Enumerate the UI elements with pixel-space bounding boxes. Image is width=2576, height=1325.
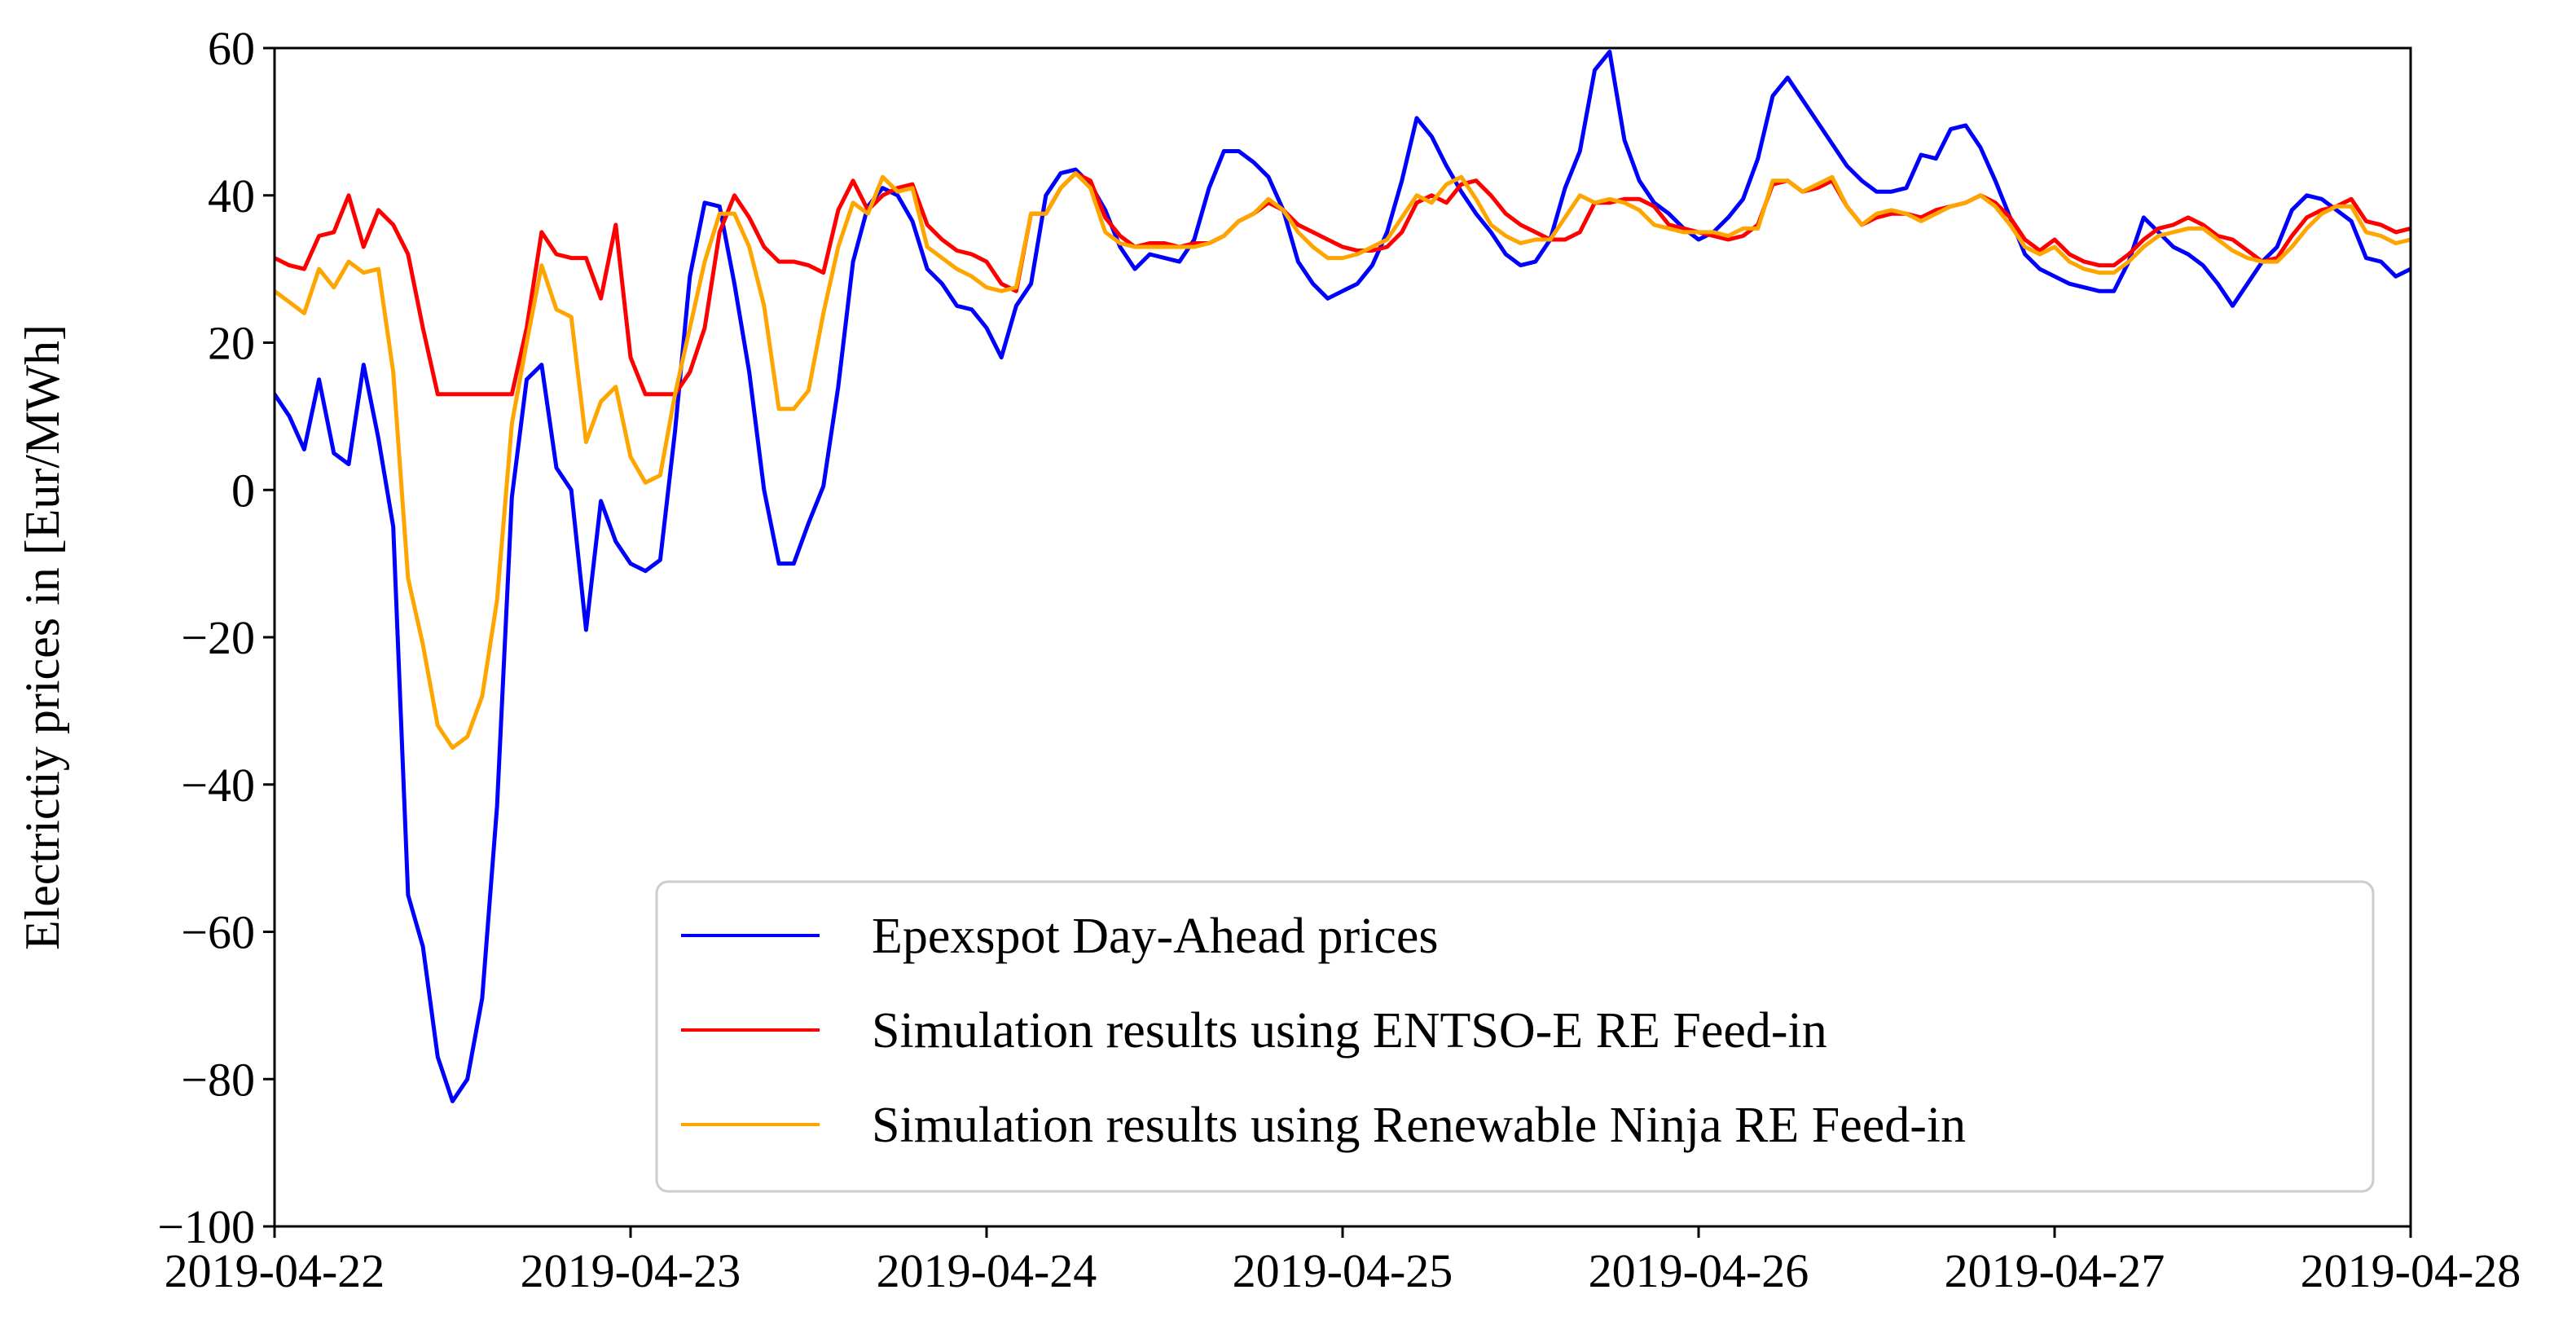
x-tick-label: 2019-04-28 [2301, 1244, 2521, 1297]
y-tick-label: 0 [231, 464, 255, 517]
y-tick-label: −40 [181, 759, 255, 812]
x-tick-label: 2019-04-22 [165, 1244, 385, 1297]
series-line-2 [275, 171, 2411, 397]
x-tick-label: 2019-04-27 [1945, 1244, 2165, 1297]
x-tick-label: 2019-04-23 [521, 1244, 741, 1297]
y-axis: 60 40 20 0 −20 −40 −60 −80 −100 [157, 22, 275, 1253]
x-axis: 2019-04-22 2019-04-23 2019-04-24 2019-04-25… [165, 1226, 2521, 1297]
y-tick-label: −100 [157, 1200, 255, 1253]
series-line-3 [275, 171, 2411, 751]
legend-label-ninja: Simulation results using Renewable Ninja… [872, 1098, 1966, 1153]
y-axis-title: Electrictiy prices in [Eur/MWh] [15, 324, 69, 950]
series-line-1 [275, 50, 2411, 1103]
legend: Epexspot Day-Ahead prices Simulation res… [655, 880, 2375, 1193]
y-tick-label: −60 [181, 906, 255, 959]
x-tick-label: 2019-04-25 [1233, 1244, 1453, 1297]
legend-box [655, 880, 2375, 1193]
series-layer [275, 50, 2411, 1103]
y-tick-label: 20 [208, 317, 255, 370]
y-tick-label: −80 [181, 1053, 255, 1106]
x-tick-label: 2019-04-24 [877, 1244, 1097, 1297]
y-tick-label: −20 [181, 611, 255, 664]
y-tick-label: 60 [208, 22, 255, 75]
y-tick-label: 40 [208, 169, 255, 222]
x-tick-label: 2019-04-26 [1589, 1244, 1809, 1297]
legend-label-entsoe: Simulation results using ENTSO-E RE Feed… [872, 1003, 1827, 1059]
legend-label-epexspot: Epexspot Day-Ahead prices [872, 909, 1439, 964]
